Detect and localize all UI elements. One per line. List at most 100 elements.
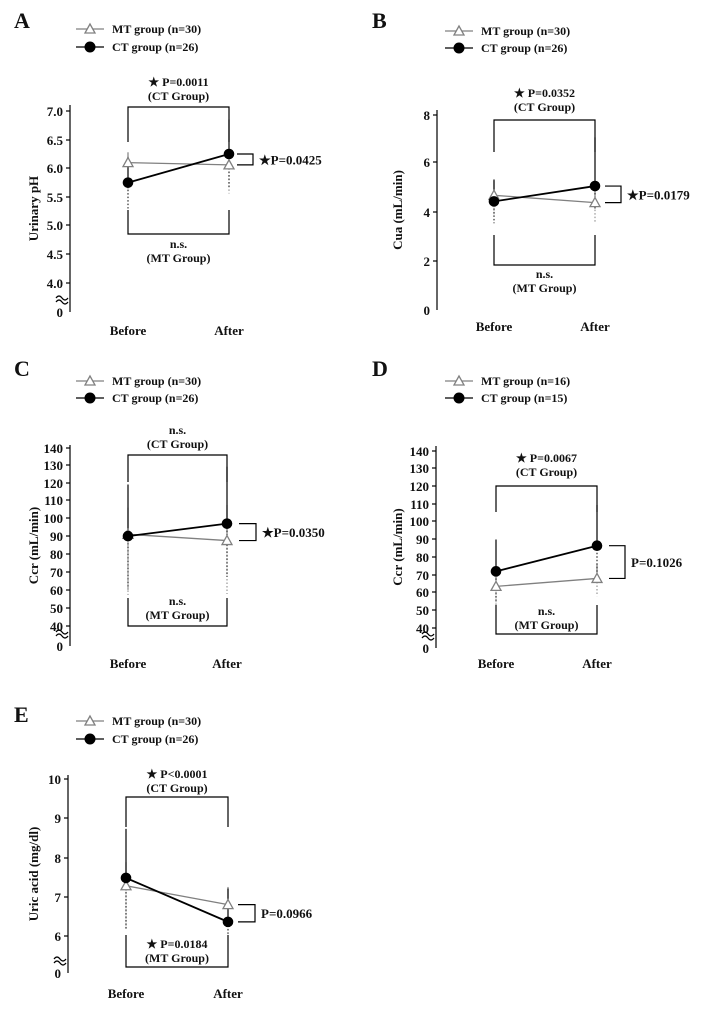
panel-b-top-bracket-line2: (CT Group) [514, 100, 575, 114]
panel-b-bottom-bracket [493, 235, 596, 266]
panel-c-mt-series-line [127, 533, 228, 542]
panel-c-y-tick-label: 140 [44, 441, 64, 456]
panel-a-y-tick-label: 4.0 [47, 276, 63, 291]
panel-d-y-tick-label: 100 [410, 514, 430, 529]
panel-c-axis-break [55, 633, 69, 639]
panel-b-ct-point [589, 180, 601, 192]
panel-a-mt-series-line [127, 161, 230, 166]
panel-c-legend-ct-text: CT group (n=26) [112, 391, 198, 405]
panel-b-legend-mt-marker [452, 24, 466, 36]
panel-a-axis-break [55, 295, 69, 301]
panel-a-axis-break [55, 299, 69, 305]
panel-e-y-tick-label: 9 [55, 811, 62, 826]
panel-e-legend-mt-marker [83, 714, 97, 726]
panel-e-side-label: P=0.0966 [261, 906, 313, 921]
panel-d-y-tick-label: 60 [416, 585, 429, 600]
panel-d-x-category-before: Before [478, 656, 515, 671]
panel-e-y-tick-label: 10 [48, 772, 61, 787]
panel-c-ct-series-line [127, 522, 228, 538]
panel-c-x-category-after: After [212, 656, 242, 671]
panel-c-top-bracket [127, 454, 228, 482]
panel-e-bottom-bracket-line1: ★ P=0.0184 [147, 937, 208, 951]
panel-d-legend-mt-marker [452, 374, 466, 386]
panel-b-legend-ct-marker [453, 42, 465, 54]
panel-e-bottom-bracket [125, 935, 229, 968]
panel-a-legend-ct-marker [84, 41, 96, 53]
panel-d-y-tick-label: 70 [416, 568, 429, 583]
panel-a-top-bracket-line2: (CT Group) [148, 89, 209, 103]
panel-a-y-tick-label: 7.0 [47, 104, 63, 119]
panel-a-top-bracket-line1: ★ P=0.0011 [148, 75, 208, 89]
panel-e-y-tick-label: 7 [55, 890, 62, 905]
panel-d-legend-ct-text: CT group (n=15) [481, 391, 567, 405]
panel-c-legend-mt-marker [83, 374, 97, 386]
panel-a-y-tick-label: 6.5 [47, 133, 64, 148]
panel-d-legend-mt-text: MT group (n=16) [481, 374, 570, 388]
panel-d-label: D [372, 356, 388, 381]
panel-c-y-tick-zero: 0 [57, 639, 64, 654]
panel-b-y-tick-zero: 0 [424, 303, 431, 318]
panel-a-side-label: ★P=0.0425 [259, 152, 322, 167]
panel-e-ct-point [222, 916, 234, 928]
panel-d-legend-ct-marker [453, 392, 465, 404]
panel-d-y-axis-label: Ccr (mL/min) [390, 508, 405, 585]
panel-e-top-bracket-line1: ★ P<0.0001 [147, 767, 208, 781]
panel-d-y-tick-label: 120 [410, 479, 430, 494]
panel-e-mt-point [221, 898, 235, 910]
panel-b-ct-series-line [493, 185, 596, 203]
panel-d-y-tick-label: 50 [416, 603, 429, 618]
panel-e-mt-point [119, 879, 133, 891]
panel-e-x-category-before: Before [108, 986, 145, 1001]
panel-d-y-tick-label: 130 [410, 461, 430, 476]
panel-e-ct-point [120, 872, 132, 884]
panel-e-x-category-after: After [213, 986, 243, 1001]
panel-a-mt-point [121, 156, 135, 168]
panel-a-bottom-bracket [127, 210, 230, 235]
panel-b-top-bracket [493, 119, 596, 152]
panel-e-y-tick-label: 6 [55, 929, 62, 944]
panel-b-y-tick-label: 2 [424, 254, 431, 269]
panel-e-y-tick-label: 8 [55, 851, 62, 866]
panel-a-ct-point [223, 148, 235, 160]
panel-a-y-tick-label: 5.5 [47, 190, 64, 205]
panel-b-x-category-after: After [580, 319, 610, 334]
panel-b-side-label: ★P=0.0179 [627, 187, 690, 202]
panel-d-y-tick-label: 90 [416, 532, 429, 547]
panel-e-axis-break [53, 960, 67, 966]
panel-a-y-tick-zero: 0 [57, 305, 64, 320]
panel-a-top-bracket [127, 106, 230, 142]
panel-d-mt-series-line [495, 577, 598, 588]
panel-a-mt-point [222, 158, 236, 170]
panel-d-y-tick-label: 110 [410, 497, 429, 512]
panel-b-y-tick-label: 6 [424, 155, 431, 170]
panel-a-side-bracket [237, 153, 254, 166]
panel-e-mt-series-line [125, 885, 229, 906]
panel-a-legend-ct-text: CT group (n=26) [112, 40, 198, 54]
panel-a-bottom-bracket-line2: (MT Group) [147, 251, 211, 265]
panel-b-legend-mt-text: MT group (n=30) [481, 24, 570, 38]
panel-c-y-tick-label: 130 [44, 458, 64, 473]
panel-b-y-tick-label: 4 [424, 205, 431, 220]
panel-d-x-category-after: After [582, 656, 612, 671]
panel-b-bottom-bracket-line1: n.s. [536, 267, 553, 281]
panel-a-y-tick-label: 5.0 [47, 218, 63, 233]
panel-a-legend-mt-text: MT group (n=30) [112, 22, 201, 36]
panel-d-side-bracket [609, 545, 626, 580]
panel-a-ct-series-line [127, 153, 230, 184]
panel-a-ct-point [122, 177, 134, 188]
panel-c-mt-point [220, 534, 234, 546]
panel-d-ct-point [490, 566, 502, 577]
panel-e-legend-ct-marker [84, 733, 96, 745]
panel-c-bottom-bracket-line1: n.s. [169, 594, 186, 608]
panel-b-y-tick-label: 8 [424, 108, 431, 123]
panel-d-top-bracket-line1: ★ P=0.0067 [516, 451, 577, 465]
panel-b-legend-ct-text: CT group (n=26) [481, 41, 567, 55]
panel-e-axis-break [53, 956, 67, 962]
panel-a-y-tick-label: 4.5 [47, 247, 64, 262]
panel-b-mt-point [588, 196, 602, 208]
panel-b-top-bracket-line1: ★ P=0.0352 [514, 86, 575, 100]
panel-d-axis-break [421, 631, 435, 637]
panel-c-y-axis-label: Ccr (mL/min) [26, 507, 41, 584]
panel-d-ct-series-line [495, 544, 598, 573]
panel-c-ct-point [221, 518, 233, 529]
